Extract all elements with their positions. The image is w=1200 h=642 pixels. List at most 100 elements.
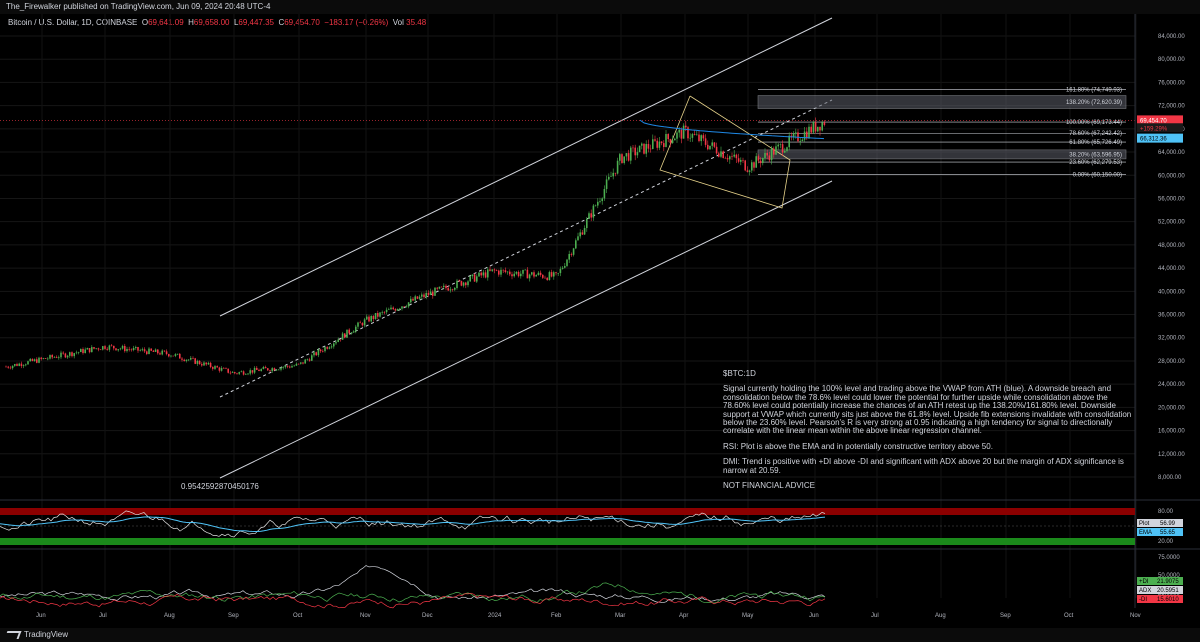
dmi-pane[interactable]: 75.000050.000025.0000+DI21.9075ADX20.595…: [0, 555, 1183, 609]
time-axis-label: Jul: [99, 613, 107, 619]
candle-body: [823, 122, 826, 125]
close-label: C: [278, 18, 285, 27]
candle-body: [194, 358, 196, 364]
candle-body: [803, 131, 806, 140]
candle-body: [148, 348, 150, 355]
candle-body: [718, 153, 720, 157]
candle-body: [559, 268, 562, 274]
candle-body: [623, 156, 625, 163]
candle-body: [383, 312, 386, 313]
candle-body: [575, 240, 577, 249]
candle-body: [610, 176, 612, 177]
candle-body: [317, 349, 320, 356]
time-axis-label: Sep: [228, 613, 239, 619]
pearson-coefficient: 0.9542592870450176: [181, 482, 259, 491]
candle-body: [346, 329, 348, 338]
candle-body: [421, 294, 423, 297]
candle-body: [84, 349, 86, 354]
candle-body: [597, 201, 599, 206]
candle-body: [568, 254, 570, 260]
candle-body: [612, 172, 614, 177]
candle-body: [253, 367, 256, 373]
candle-body: [38, 357, 40, 363]
candle-body: [572, 248, 575, 255]
candle-body: [478, 272, 480, 277]
candle-body: [533, 272, 535, 277]
candle-body: [416, 296, 419, 299]
price-chart[interactable]: 161.80% (74,749.93) 138.20% (72,620.39) 10…: [0, 0, 1200, 628]
candle-body: [467, 281, 469, 286]
last-price-badge: 69,454.70: [1140, 118, 1167, 124]
candle-body: [396, 308, 399, 311]
candle-body: [480, 272, 482, 276]
candle-body: [619, 154, 621, 161]
anchored-vwap: [639, 119, 825, 140]
candle-body: [16, 364, 18, 366]
time-axis-label: Nov: [360, 613, 371, 619]
price-axis-label: 48,000.00: [1158, 243, 1185, 249]
price-axis-label: 28,000.00: [1158, 359, 1185, 365]
price-axis[interactable]: 84,000.0080,000.0076,000.0072,000.0068,0…: [1134, 14, 1185, 608]
channel-upper-line: [219, 17, 833, 317]
fib-level-label: 61.80% (65,726.49): [1069, 140, 1122, 146]
candle-body: [550, 272, 553, 277]
price-axis-label: 72,000.00: [1158, 104, 1185, 110]
note-ticker: $BTC:1D: [723, 369, 756, 378]
candle-body: [645, 144, 647, 154]
rsi-legend-badge: [1137, 519, 1183, 527]
candle-body: [313, 352, 315, 356]
candle-body: [278, 369, 280, 371]
plus-di-line: [0, 582, 826, 604]
candle-body: [53, 357, 56, 358]
price-axis-label: 56,000.00: [1158, 196, 1185, 202]
falling-wedge-drawing[interactable]: [659, 95, 791, 209]
candle-body: [555, 272, 557, 274]
candle-body: [412, 298, 414, 301]
last-price-badge-bg: [1137, 115, 1183, 125]
candle-body: [258, 369, 260, 372]
price-axis-label: 52,000.00: [1158, 220, 1185, 226]
candle-body: [95, 348, 97, 349]
tradingview-brand[interactable]: TradingView: [24, 630, 69, 639]
candle-body: [821, 122, 823, 131]
candle-body: [130, 349, 133, 351]
candle-body: [649, 148, 652, 150]
time-axis[interactable]: Jun Jul Aug Sep Oct Nov Dec 2024 Feb Mar Apr May Jun…: [36, 613, 1141, 619]
time-axis-label: Apr: [679, 613, 688, 619]
candle-body: [669, 139, 672, 144]
rsi-pane[interactable]: 80.00 20.00 Plot 56.99 EMA 55.65: [0, 508, 1183, 545]
symbol-name[interactable]: Bitcoin / U.S. Dollar, 1D, COINBASE: [8, 18, 138, 27]
candle-body: [135, 347, 137, 349]
candle-body: [115, 348, 117, 351]
candle-body: [605, 179, 608, 189]
candle-body: [513, 273, 515, 277]
candle-body: [40, 357, 42, 359]
candle-body: [454, 287, 456, 290]
candle-body: [812, 122, 815, 133]
candle-body: [352, 331, 355, 333]
candle-body: [660, 141, 663, 144]
candle-body: [581, 232, 584, 235]
candle-body: [462, 282, 465, 286]
candle-body: [586, 218, 588, 229]
candle-body: [808, 126, 810, 139]
candle-body: [685, 125, 687, 128]
fib-extension-tool[interactable]: 161.80% (74,749.93) 138.20% (72,620.39) 10…: [757, 88, 1127, 179]
candle-body: [240, 371, 243, 373]
candle-body: [713, 142, 716, 147]
candle-body: [324, 347, 326, 352]
candle-body: [476, 276, 478, 282]
candle-body: [157, 349, 159, 354]
candle-body: [64, 353, 67, 358]
candle-body: [638, 145, 641, 153]
vwap-line: [639, 119, 825, 140]
candle-body: [443, 285, 445, 287]
candle-body: [374, 313, 377, 320]
fib-level-label: 38.20% (63,596.95): [1069, 152, 1122, 158]
candle-body: [599, 201, 601, 202]
candle-body: [678, 129, 680, 133]
candle-body: [372, 315, 375, 320]
candle-body: [7, 366, 9, 368]
minus-di-line: [0, 592, 826, 609]
candle-body: [264, 367, 267, 369]
